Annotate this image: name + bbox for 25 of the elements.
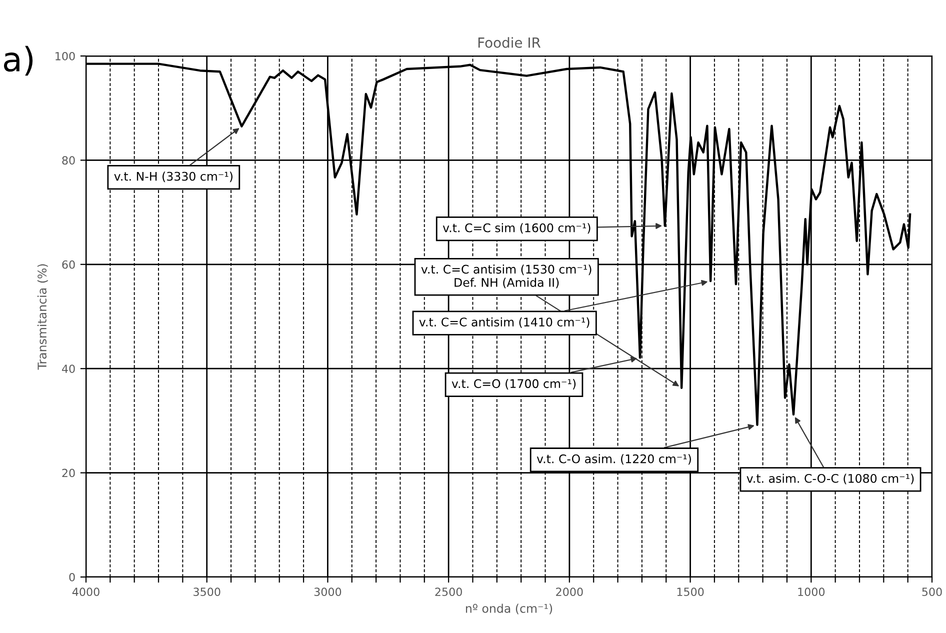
y-tick-label: 0 <box>69 572 75 582</box>
y-axis-title: Transmitancia (%) <box>37 264 48 370</box>
y-tick-label: 40 <box>62 364 75 373</box>
x-tick-label: 3500 <box>194 588 220 596</box>
annotation: v.t. N-H (3330 cm⁻¹) <box>114 172 232 182</box>
x-tick-label: 2500 <box>435 588 462 596</box>
annotation: v.t. C=C antisim (1410 cm⁻¹) <box>419 317 590 328</box>
chart-title: Foodie IR <box>478 37 541 48</box>
y-tick-label: 80 <box>62 156 75 165</box>
x-tick-label: 1000 <box>798 588 825 596</box>
text: a) <box>4 46 33 76</box>
annotation: v.t. C-O asim. (1220 cm⁻¹) <box>536 454 691 465</box>
y-tick-label: 20 <box>62 468 75 478</box>
y-tick-label: 100 <box>56 52 75 60</box>
annotation: v.t. C=C sim (1600 cm⁻¹) <box>442 223 590 234</box>
annotation: v.t. C=O (1700 cm⁻¹) <box>452 378 576 390</box>
annotation: v.t. C=C antisim (1530 cm⁻¹) Def. NH (Amida II) <box>421 264 592 288</box>
x-tick-label: 2000 <box>556 588 583 596</box>
annotation: v.t. asim. C-O-C (1080 cm⁻¹) <box>746 474 914 484</box>
x-tick-label: 3000 <box>314 588 342 596</box>
x-tick-label: 500 <box>922 588 942 596</box>
x-axis-title: nº onda (cm⁻¹) <box>466 604 552 614</box>
x-tick-label: 1500 <box>677 588 704 596</box>
x-tick-label: 4000 <box>72 588 100 596</box>
y-tick-label: 60 <box>62 260 75 269</box>
